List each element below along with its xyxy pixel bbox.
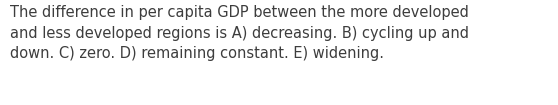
Text: The difference in per capita GDP between the more developed
and less developed r: The difference in per capita GDP between… — [10, 5, 469, 61]
